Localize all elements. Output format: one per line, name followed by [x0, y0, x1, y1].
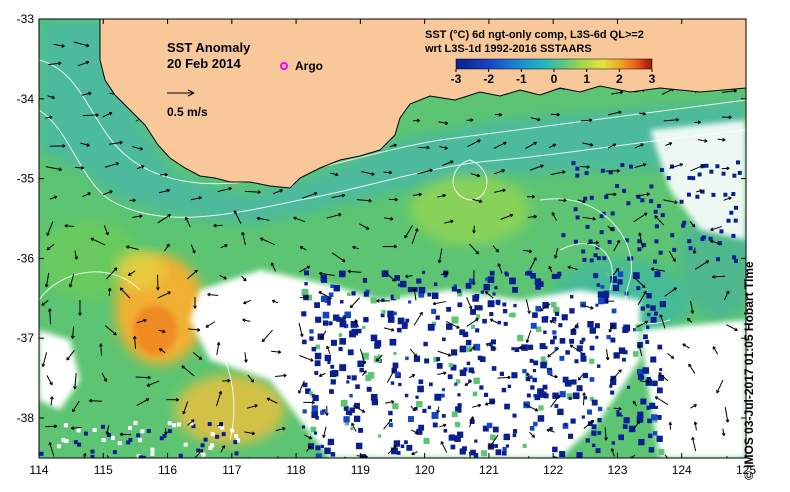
y-tick-label: -33 — [17, 12, 35, 26]
scale-label: 0.5 m/s — [167, 105, 208, 119]
colorbar-tick-label: -1 — [516, 72, 527, 86]
missing-data-region — [190, 270, 640, 458]
arrow-right-icon — [187, 89, 195, 97]
x-tick-label: 117 — [222, 463, 241, 477]
product-line2: wrt L3S-1d 1992-2016 SSTAARS — [424, 43, 592, 55]
scale-arrow — [167, 89, 195, 97]
x-tick-label: 118 — [287, 463, 306, 477]
x-tick-label: 124 — [672, 463, 692, 477]
colorbar: -3 -2 -1 0 1 2 3 — [451, 58, 656, 86]
credit-label: © IMOS 03-Jul-2017 01:05 Hobart Time — [742, 261, 756, 480]
y-tick-label: -34 — [17, 92, 35, 106]
x-tick-label: 121 — [479, 463, 499, 477]
y-tick-label: -36 — [17, 251, 35, 265]
x-tick-label: 120 — [415, 463, 435, 477]
map-title: SST Anomaly — [167, 40, 251, 55]
colorbar-ticks: -3 -2 -1 0 1 2 3 — [451, 69, 656, 86]
y-tick-label: -37 — [17, 331, 35, 345]
x-tick-label: 123 — [607, 463, 627, 477]
colorbar-tick-label: 3 — [649, 72, 656, 86]
colorbar-tick-label: 0 — [551, 72, 558, 86]
colorbar-tick-label: -2 — [483, 72, 494, 86]
x-tick-label: 115 — [94, 463, 113, 477]
x-tick-label: 114 — [29, 463, 48, 477]
product-line1: SST (°C) 6d ngt-only comp, L3S-6d QL>=2 — [425, 29, 644, 41]
argo-icon — [280, 62, 288, 70]
colorbar-tick-label: 1 — [583, 72, 590, 86]
x-tick-label: 125 — [736, 463, 756, 477]
sst-field — [39, 19, 746, 458]
colorbar-gradient — [455, 58, 653, 70]
map-frame — [38, 18, 747, 459]
argo-label: Argo — [295, 59, 323, 73]
argo-marker — [280, 62, 288, 70]
colorbar-tick-label: 2 — [616, 72, 623, 86]
x-tick-label: 119 — [351, 463, 370, 477]
map-date: 20 Feb 2014 — [167, 56, 241, 71]
x-tick-label: 116 — [158, 463, 177, 477]
cold-anomaly-pixels — [39, 160, 742, 458]
x-axis: 114 115 116 117 118 119 120 121 122 123 124 125 — [29, 19, 756, 477]
y-tick-label: -35 — [17, 172, 35, 186]
y-tick-label: -38 — [17, 411, 35, 425]
colorbar-tick-label: -3 — [451, 72, 462, 86]
y-axis: -33-34-35-36-37-38 — [17, 12, 746, 425]
x-tick-label: 122 — [543, 463, 563, 477]
